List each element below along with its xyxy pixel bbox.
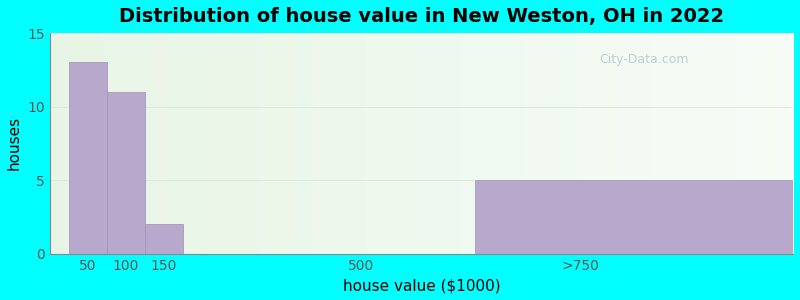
Bar [69,62,107,254]
Bar [474,180,793,254]
Bar [107,92,145,254]
Text: City-Data.com: City-Data.com [600,53,689,66]
X-axis label: house value ($1000): house value ($1000) [342,278,500,293]
Title: Distribution of house value in New Weston, OH in 2022: Distribution of house value in New Westo… [119,7,724,26]
Bar [145,224,182,254]
Y-axis label: houses: houses [7,116,22,170]
